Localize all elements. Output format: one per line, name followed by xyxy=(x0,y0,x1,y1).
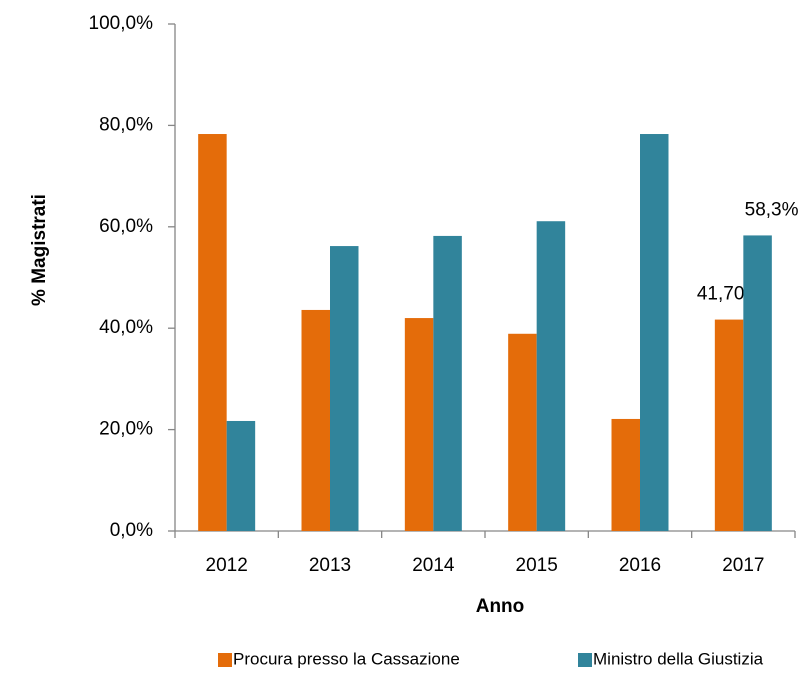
bar xyxy=(536,221,566,531)
bar xyxy=(640,134,669,532)
x-tick-label: 2014 xyxy=(412,555,455,576)
bar xyxy=(330,246,359,532)
legend-swatch xyxy=(578,653,592,667)
x-tick-label: 2017 xyxy=(722,555,764,576)
x-tick-label: 2016 xyxy=(619,555,661,576)
bar xyxy=(226,420,256,531)
y-tick-label: 0,0% xyxy=(110,520,153,541)
y-tick-label: 100,0% xyxy=(89,13,154,34)
y-tick-label: 80,0% xyxy=(99,114,153,135)
bar xyxy=(714,319,744,531)
legend-label: Procura presso la Cassazione xyxy=(233,649,460,668)
y-tick-label: 60,0% xyxy=(99,216,153,237)
x-axis-label: Anno xyxy=(476,596,525,617)
bar xyxy=(301,309,330,531)
bar xyxy=(404,318,434,531)
y-axis-label: % Magistrati xyxy=(29,194,50,306)
x-tick-label: 2012 xyxy=(206,555,248,576)
bar xyxy=(611,418,640,531)
y-tick-label: 20,0% xyxy=(99,419,153,440)
legend-label: Ministro della Giustizia xyxy=(593,649,764,668)
data-label: 58,3% xyxy=(745,199,799,220)
legend-swatch xyxy=(218,653,232,667)
y-tick-label: 40,0% xyxy=(99,317,153,338)
bar xyxy=(433,235,462,531)
bar xyxy=(508,333,537,531)
x-tick-label: 2015 xyxy=(516,555,558,576)
x-tick-label: 2013 xyxy=(309,555,351,576)
bar xyxy=(743,235,772,531)
bar xyxy=(198,134,227,532)
